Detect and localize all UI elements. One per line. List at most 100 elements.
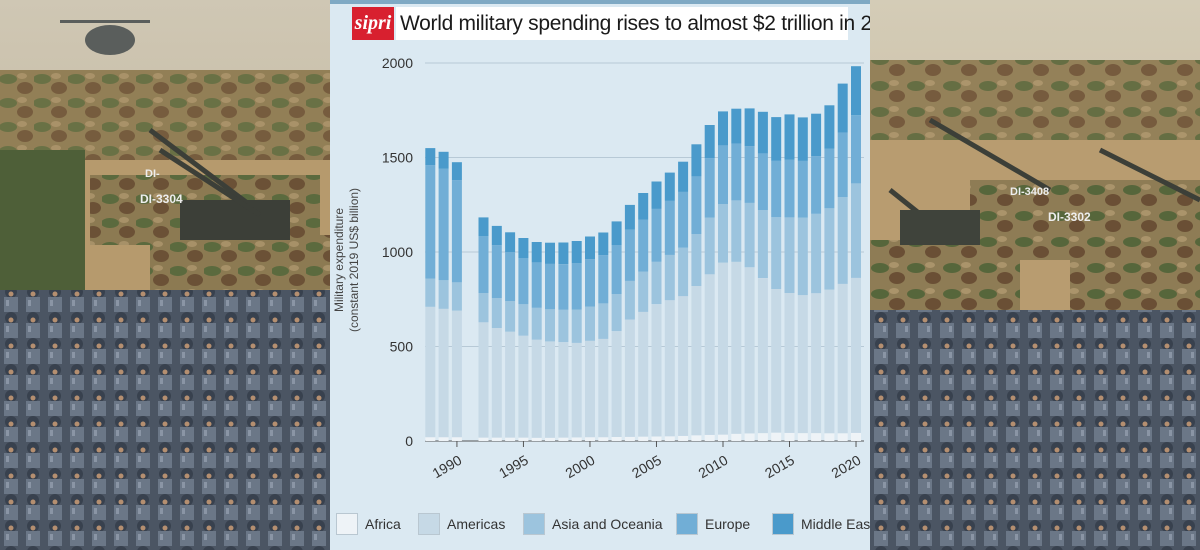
bar-2002-middle-east: [611, 221, 622, 245]
bar-2010-middle-east: [718, 111, 728, 146]
bar-1999-middle-east: [571, 241, 582, 264]
bar-1993-africa: [491, 437, 502, 441]
bar-1992-asia-and-oceania: [478, 293, 489, 323]
bar-1988-asia-and-oceania: [425, 278, 436, 307]
x-tick-label-1995: 1995: [496, 452, 531, 482]
bar-1992-middle-east: [478, 217, 489, 237]
bar-2000-africa: [585, 437, 595, 441]
bar-2006-americas: [664, 300, 675, 437]
bar-2003-americas: [624, 319, 635, 437]
bar-2018-europe: [824, 148, 835, 209]
bar-2005-asia-and-oceania: [651, 261, 662, 305]
bar-1989-asia-and-oceania: [438, 280, 449, 309]
bar-2007-europe: [678, 191, 689, 248]
svg-text:DI-: DI-: [145, 168, 160, 180]
bar-1988-americas: [425, 306, 436, 438]
legend-label-africa: Africa: [365, 516, 401, 532]
bar-2001-africa: [598, 437, 609, 441]
bar-1996-asia-and-oceania: [531, 307, 542, 340]
legend-item-asia-oceania: Asia and Oceania: [523, 513, 663, 535]
y-tick-label-1000: 1000: [382, 244, 413, 260]
bar-1992-africa: [478, 437, 489, 441]
bar-2016-middle-east: [797, 117, 808, 161]
bar-1994-americas: [505, 331, 516, 438]
svg-text:DI-3304: DI-3304: [140, 192, 183, 206]
bar-2017-africa: [811, 433, 822, 441]
bar-2017-middle-east: [811, 113, 822, 157]
svg-text:DI-3302: DI-3302: [1048, 210, 1091, 224]
bar-1999-americas: [571, 342, 582, 438]
bar-2004-asia-and-oceania: [638, 271, 649, 312]
bar-2000-asia-and-oceania: [585, 306, 595, 341]
bar-1993-europe: [491, 245, 502, 299]
bar-1999-africa: [571, 437, 582, 441]
bar-2006-africa: [664, 436, 675, 441]
y-axis-label-line2: (constant 2019 US$ billion): [347, 187, 361, 333]
bar-2012-africa: [744, 433, 755, 441]
bar-2009-africa: [704, 435, 715, 441]
bar-2003-africa: [624, 436, 635, 441]
bar-2012-middle-east: [744, 108, 755, 147]
bar-1988-middle-east: [425, 148, 436, 166]
bar-2001-asia-and-oceania: [598, 303, 609, 339]
bar-2006-middle-east: [664, 172, 675, 201]
x-tick-label-2020: 2020: [829, 452, 864, 482]
bar-1989-americas: [438, 308, 449, 438]
bar-2009-middle-east: [704, 125, 715, 159]
bar-1994-africa: [505, 437, 516, 441]
bar-1992-europe: [478, 236, 489, 293]
bar-2008-europe: [691, 176, 702, 234]
bar-2005-africa: [651, 436, 662, 441]
bar-2018-americas: [824, 289, 835, 434]
bar-2018-asia-and-oceania: [824, 208, 835, 290]
bar-2016-europe: [797, 160, 808, 218]
bar-2004-europe: [638, 219, 649, 272]
right-parade-photo: DI-3302 DI-3408: [870, 0, 1200, 550]
bar-2020-europe: [851, 115, 861, 184]
bar-1996-africa: [531, 437, 542, 441]
bar-2019-americas: [837, 283, 848, 434]
legend-swatch-asia-oceania: [523, 513, 545, 535]
bar-1996-middle-east: [531, 242, 542, 263]
bar-2010-americas: [718, 262, 728, 435]
bar-1995-americas: [518, 335, 529, 438]
svg-text:DI-3408: DI-3408: [1010, 186, 1049, 198]
bar-1999-europe: [571, 263, 582, 310]
bar-1988-europe: [425, 165, 436, 279]
bar-2008-africa: [691, 435, 702, 441]
bar-1990-middle-east: [451, 162, 462, 181]
bar-2003-asia-and-oceania: [624, 280, 635, 320]
bar-1999-asia-and-oceania: [571, 309, 582, 343]
bar-2004-africa: [638, 436, 649, 441]
bar-2008-americas: [691, 286, 702, 436]
x-tick-label-2015: 2015: [762, 452, 797, 482]
bar-2018-africa: [824, 433, 835, 441]
bar-2011-africa: [731, 433, 742, 441]
bar-2007-asia-and-oceania: [678, 247, 689, 297]
bar-2014-middle-east: [771, 117, 782, 161]
bar-2003-europe: [624, 229, 635, 281]
bar-2017-asia-and-oceania: [811, 213, 822, 294]
bar-2020-americas: [851, 277, 861, 433]
bar-2020-africa: [851, 432, 861, 441]
bar-1994-europe: [505, 252, 516, 302]
y-axis-label: Military expenditure (constant 2019 US$ …: [332, 188, 362, 332]
panel-top-bar: [330, 0, 870, 4]
bar-2019-africa: [837, 433, 848, 441]
legend-item-americas: Americas: [418, 513, 505, 535]
bar-2005-americas: [651, 304, 662, 437]
legend-swatch-middle-east: [772, 513, 794, 535]
bar-2012-americas: [744, 267, 755, 434]
bar-2017-europe: [811, 156, 822, 214]
bar-2014-asia-and-oceania: [771, 217, 782, 289]
bar-2004-americas: [638, 311, 649, 437]
bar-1990-europe: [451, 180, 462, 283]
bar-1992-americas: [478, 322, 489, 438]
bar-2002-asia-and-oceania: [611, 294, 622, 332]
bar-2008-middle-east: [691, 144, 702, 177]
bar-2012-europe: [744, 146, 755, 203]
bar-2017-americas: [811, 293, 822, 434]
bar-2001-americas: [598, 338, 609, 438]
bar-2015-europe: [784, 159, 795, 218]
x-tick-label-2010: 2010: [696, 452, 731, 482]
